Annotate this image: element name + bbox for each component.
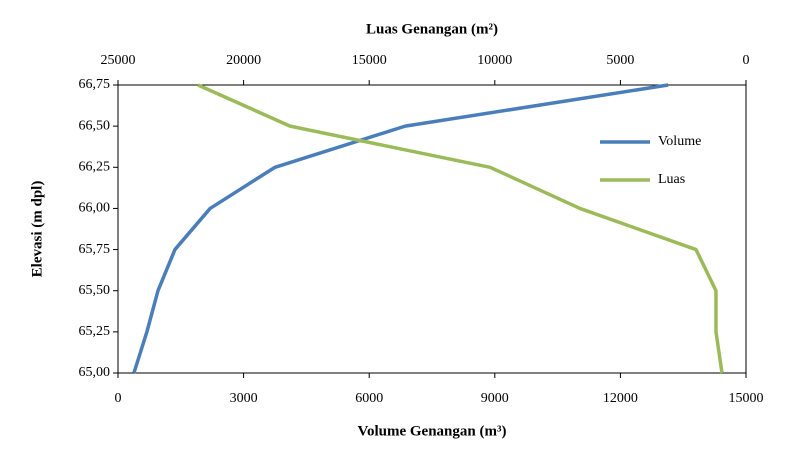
y-tick-label: 66,00 [79,201,111,216]
x2-tick-label: 10000 [477,53,512,68]
y-tick-label: 66,75 [79,77,111,92]
series-line [197,83,724,374]
y-tick-label: 65,00 [79,365,111,380]
x-tick-label: 9000 [481,391,509,406]
x2-tick-label: 25000 [101,53,136,68]
x2-tick-label: 5000 [606,53,634,68]
x2-axis-title: Luas Genangan (m²) [366,21,498,37]
x-axis-title: Volume Genangan (m³) [358,423,507,439]
x-tick-label: 6000 [355,391,383,406]
x2-tick-label: 20000 [226,53,261,68]
y-axis-title: Elevasi (m dpl) [29,181,45,278]
y-tick-label: 66,50 [79,118,111,133]
y-tick-label: 65,50 [79,283,111,298]
x-tick-label: 15000 [729,391,764,406]
legend-label: Luas [658,172,685,187]
x-tick-label: 3000 [230,391,258,406]
series-line [132,83,669,374]
x-tick-label: 0 [115,391,122,406]
x-tick-label: 12000 [603,391,638,406]
x2-tick-label: 0 [743,53,750,68]
y-tick-label: 65,25 [79,324,111,339]
plot-frame [117,84,747,374]
legend-label: Volume [658,134,701,149]
y-tick-label: 66,25 [79,160,111,175]
x2-tick-label: 15000 [352,53,387,68]
y-tick-label: 65,75 [79,242,111,257]
